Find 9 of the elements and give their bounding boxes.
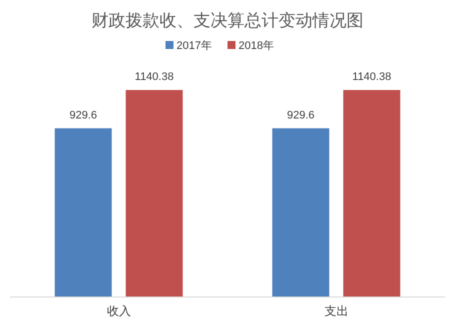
x-tick-label: 支出 <box>324 304 348 318</box>
data-label: 929.6 <box>69 109 98 122</box>
data-label: 1140.38 <box>352 71 392 84</box>
data-label: 929.6 <box>286 109 315 122</box>
x-tick-label: 收入 <box>106 304 131 318</box>
legend-label: 2017年 <box>176 40 212 52</box>
data-label: 1140.38 <box>134 71 174 84</box>
chart-title: 财政拨款收、支决算总计变动情况图 <box>92 11 364 30</box>
legend-label: 2018年 <box>238 40 274 52</box>
